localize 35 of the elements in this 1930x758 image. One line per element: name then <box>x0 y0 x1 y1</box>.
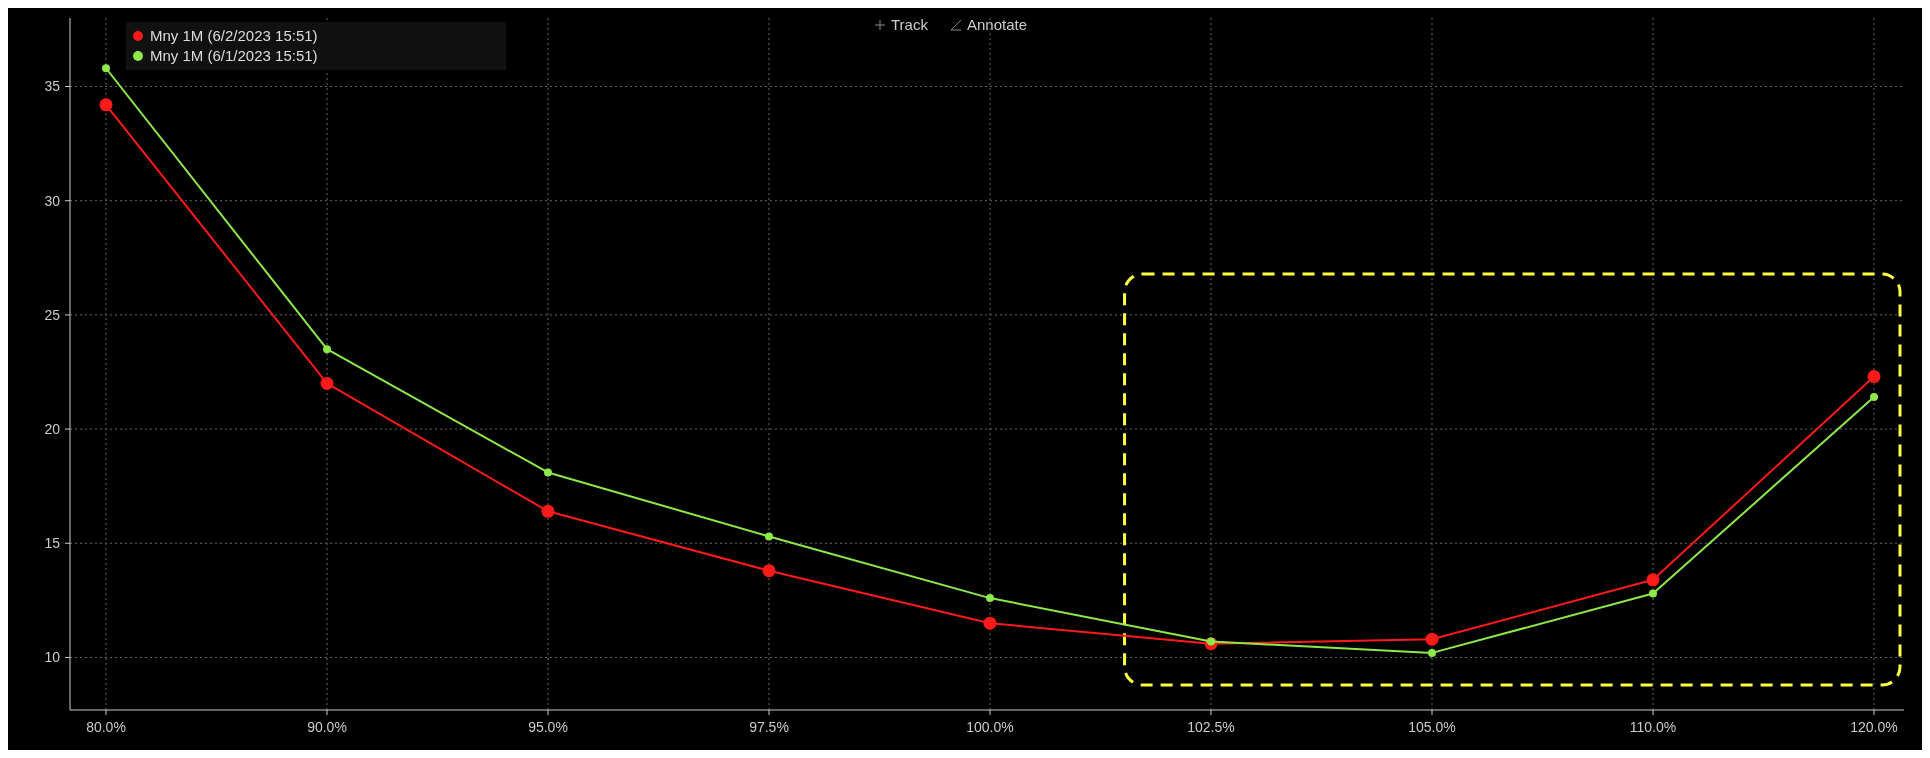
y-tick-label: 25 <box>44 306 61 323</box>
legend-label: Mny 1M (6/2/2023 15:51) <box>150 27 318 45</box>
point <box>983 616 997 630</box>
x-tick-label: 95.0% <box>528 719 568 735</box>
point <box>1870 393 1878 402</box>
y-tick-label: 35 <box>44 78 61 95</box>
point <box>1649 589 1657 598</box>
point <box>102 64 110 73</box>
x-tick-label: 100.0% <box>966 719 1014 735</box>
y-tick-label: 20 <box>44 420 61 437</box>
point <box>320 376 334 390</box>
point <box>765 532 773 541</box>
annotation: Annotate <box>967 16 1028 34</box>
point <box>762 564 776 578</box>
x-tick-label: 105.0% <box>1408 719 1456 735</box>
x-tick-label: 120.0% <box>1850 719 1898 735</box>
x-tick-label: 102.5% <box>1187 719 1235 735</box>
x-tick-label: 97.5% <box>749 719 789 735</box>
y-tick-label: 10 <box>44 649 61 666</box>
point <box>99 98 113 112</box>
point <box>986 594 994 603</box>
point <box>1867 370 1881 384</box>
point <box>1646 573 1660 587</box>
annotation: Track <box>891 16 929 34</box>
x-tick-label: 90.0% <box>307 719 347 735</box>
point <box>323 345 331 354</box>
legend-label: Mny 1M (6/1/2023 15:51) <box>150 47 318 65</box>
point <box>541 504 555 518</box>
x-tick-label: 80.0% <box>86 719 126 735</box>
point <box>1425 632 1439 646</box>
y-tick-label: 30 <box>44 192 61 209</box>
y-tick-label: 15 <box>44 535 61 552</box>
x-tick-label: 110.0% <box>1629 719 1677 735</box>
point <box>1428 648 1436 657</box>
point <box>544 468 552 477</box>
